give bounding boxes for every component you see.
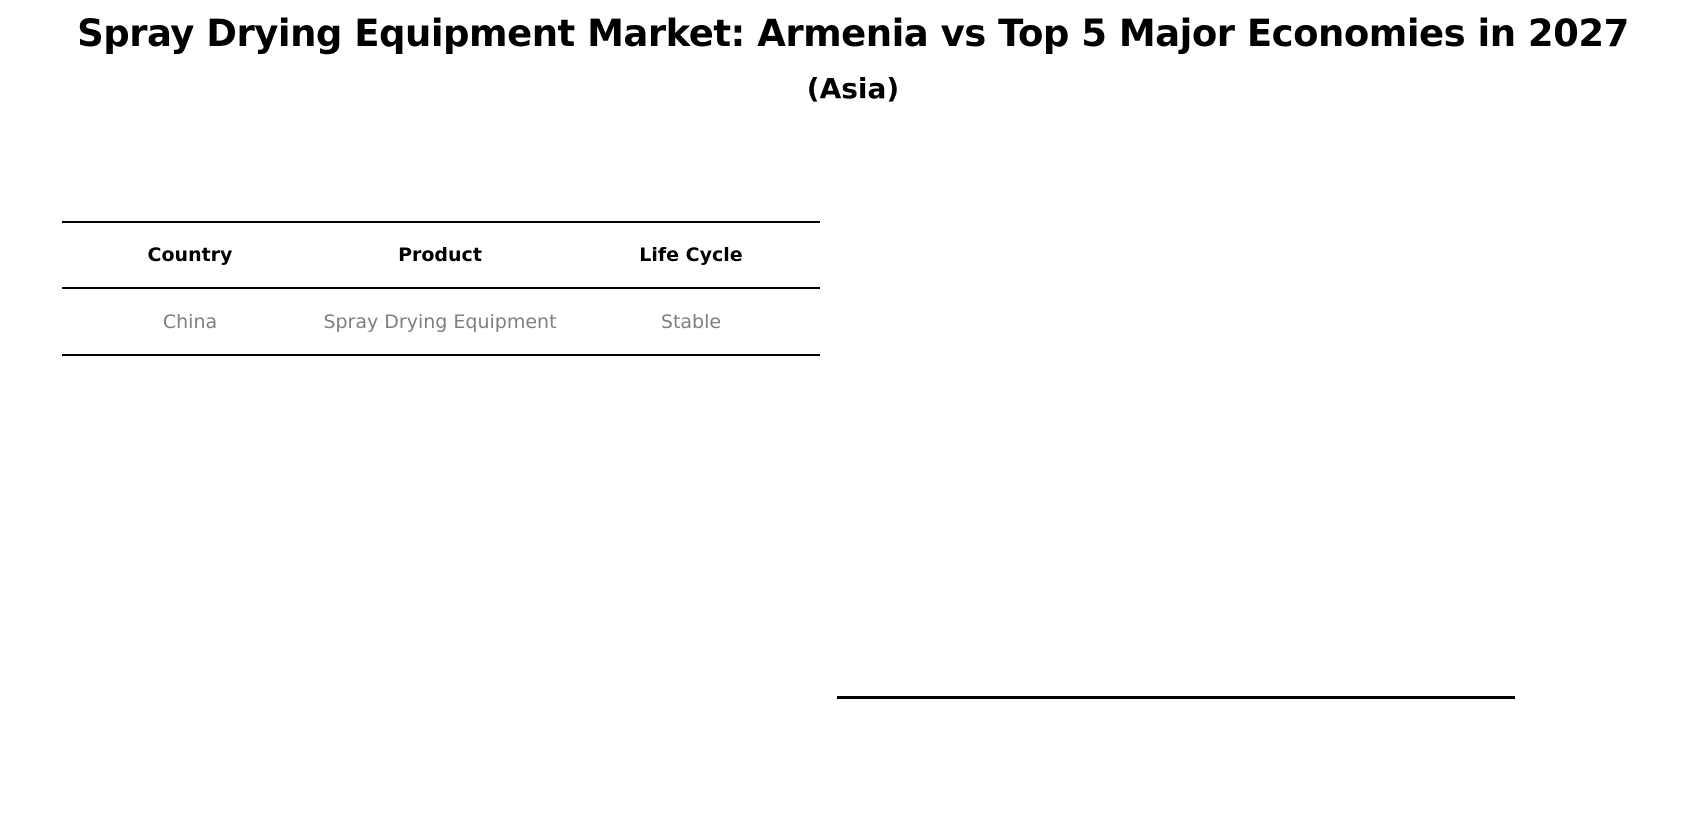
table-cell-product: Spray Drying Equipment <box>323 311 557 333</box>
table-cell-country: China <box>162 311 218 333</box>
table-header-country: Country <box>147 244 233 266</box>
chart-title: Spray Drying Equipment Market: Armenia v… <box>77 12 1629 55</box>
table-header-product: Product <box>398 244 482 266</box>
table-header-rule <box>62 287 820 289</box>
table-cell-life-cycle: Stable <box>660 311 722 333</box>
table-header-life-cycle: Life Cycle <box>639 244 743 266</box>
chart-subtitle: (Asia) <box>806 72 900 105</box>
x-axis-line <box>837 696 1515 699</box>
table-row-rule <box>62 354 820 356</box>
table-top-rule <box>62 221 820 223</box>
